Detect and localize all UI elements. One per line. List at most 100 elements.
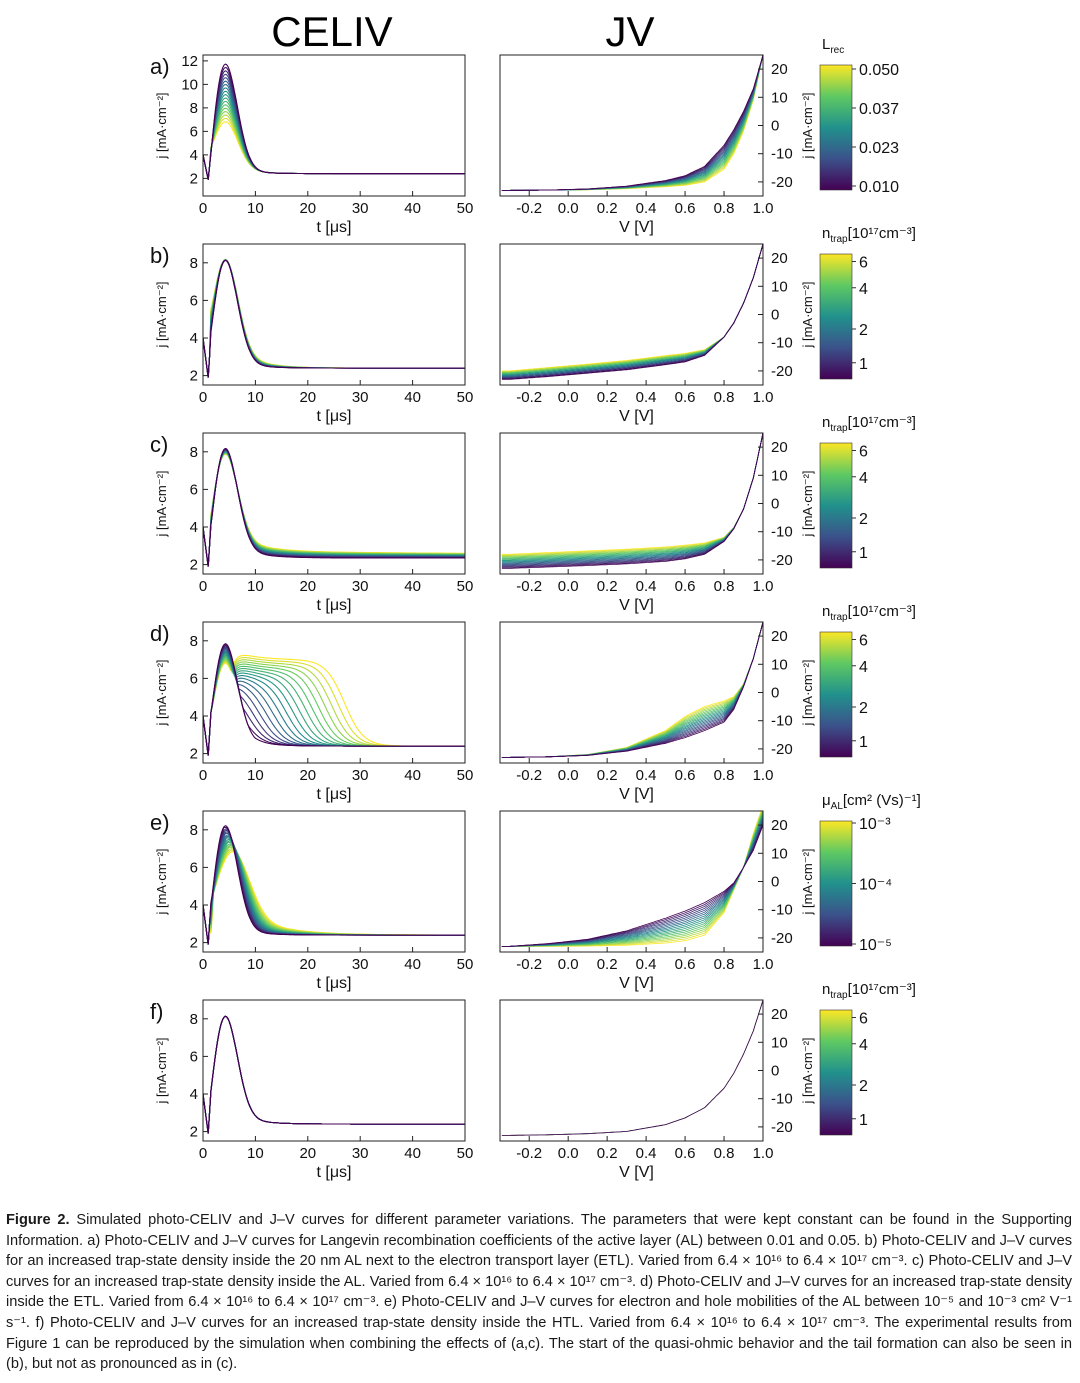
- jv-xtick-label: 0.4: [636, 200, 657, 217]
- jv-xtick-label: 0.4: [636, 578, 657, 595]
- colorbar-tick-label: 2: [859, 1078, 868, 1095]
- celiv-ytick-label: 6: [190, 859, 198, 876]
- jv-plot-f: -0.2 0.0 0.2 0.4 0.6 0.8 1.0 V [V] 20 10 0 -10 -20 j …: [499, 999, 815, 1181]
- colorbar-gradient: [819, 1009, 853, 1136]
- jv-xtick-label: -0.2: [516, 389, 542, 406]
- jv-plot-frame: [499, 999, 764, 1142]
- jv-xtick-label: 0.6: [675, 200, 696, 217]
- celiv-xtick-label: 10: [247, 389, 264, 406]
- celiv-plot-frame: [202, 999, 466, 1142]
- jv-series-line: [501, 432, 764, 555]
- celiv-xtick-label: 40: [404, 956, 421, 973]
- celiv-xtick-label: 20: [299, 389, 316, 406]
- celiv-ytick-label: 6: [190, 481, 198, 498]
- jv-series-line: [501, 243, 764, 374]
- celiv-ytick-label: 8: [190, 100, 198, 117]
- jv-series-line: [501, 821, 764, 947]
- jv-series-line: [501, 432, 764, 557]
- colorbar-title: μAL[cm² (Vs)⁻¹]: [822, 792, 921, 812]
- celiv-xtick-label: 10: [247, 200, 264, 217]
- celiv-series-line: [202, 1015, 465, 1134]
- celiv-xtick-label: 0: [199, 578, 207, 595]
- jv-series-line: [501, 999, 764, 1136]
- celiv-xtick-label: 10: [247, 767, 264, 784]
- colorbar-f: ntrap[10¹⁷cm⁻³] 6 4 2 1: [819, 981, 916, 1136]
- jv-xtick-label: 0.4: [636, 1145, 657, 1162]
- jv-xtick-label: 0.6: [675, 956, 696, 973]
- colorbar-gradient: [819, 64, 853, 191]
- celiv-xaxis-label: t [μs]: [317, 597, 352, 614]
- celiv-xtick-label: 30: [352, 200, 369, 217]
- celiv-series-line: [202, 1015, 465, 1134]
- jv-series-line: [501, 54, 764, 191]
- jv-series-line: [501, 243, 764, 378]
- celiv-series-line: [202, 845, 465, 945]
- jv-xtick-label: 0.2: [597, 1145, 618, 1162]
- colorbar-tick-label: 0.023: [859, 140, 899, 157]
- jv-series-line: [501, 621, 764, 758]
- jv-xtick-label: 0.8: [714, 389, 735, 406]
- colorbar-tick-label: 1: [859, 1112, 868, 1129]
- celiv-ytick-label: 4: [190, 1086, 198, 1103]
- celiv-xtick-label: 50: [457, 200, 474, 217]
- jv-xaxis-label: V [V]: [619, 786, 654, 803]
- jv-xtick-label: 0.8: [714, 578, 735, 595]
- celiv-xtick-label: 0: [199, 1145, 207, 1162]
- celiv-ytick-label: 2: [190, 935, 198, 952]
- celiv-series-line: [202, 1015, 465, 1134]
- colorbar-tick-label: 1: [859, 545, 868, 562]
- jv-series-line: [501, 54, 764, 191]
- jv-series-line: [501, 243, 764, 373]
- jv-xtick-label: -0.2: [516, 578, 542, 595]
- jv-series-line: [501, 621, 764, 758]
- celiv-xtick-label: 20: [299, 1145, 316, 1162]
- jv-ytick-label: 20: [771, 250, 788, 267]
- jv-xtick-label: 1.0: [753, 578, 774, 595]
- jv-yaxis-label: j [mA·cm⁻²]: [800, 659, 815, 726]
- jv-xtick-label: -0.2: [516, 956, 542, 973]
- celiv-plot-frame: [202, 621, 466, 764]
- colorbar-tick-label: 4: [859, 1037, 868, 1054]
- celiv-series-line: [202, 259, 465, 378]
- celiv-plot-frame: [202, 54, 466, 197]
- jv-series-line: [501, 810, 764, 947]
- jv-series-line: [501, 243, 764, 377]
- jv-series-line: [501, 820, 764, 947]
- jv-series-line: [501, 54, 764, 191]
- jv-xtick-label: 0.8: [714, 956, 735, 973]
- colorbar-title: Lrec: [822, 36, 844, 56]
- celiv-ytick-label: 2: [190, 368, 198, 385]
- jv-series-line: [501, 54, 764, 191]
- celiv-xtick-label: 40: [404, 200, 421, 217]
- celiv-plot-frame: [202, 432, 466, 575]
- jv-series-line: [501, 432, 764, 563]
- jv-ytick-label: 0: [771, 118, 779, 135]
- celiv-plot-a: 0 10 20 30 40 50 t [μs] 2 4 6 8 10 12 j [mA·cm⁻²] a): [150, 53, 473, 236]
- panel-label: b): [150, 243, 170, 268]
- celiv-series-line: [202, 828, 465, 945]
- celiv-ytick-label: 4: [190, 519, 198, 536]
- celiv-yaxis-label: j [mA·cm⁻²]: [154, 1037, 169, 1104]
- jv-ytick-label: 20: [771, 439, 788, 456]
- colorbar-b: ntrap[10¹⁷cm⁻³] 6 4 2 1: [819, 225, 916, 380]
- jv-ytick-label: 10: [771, 1034, 788, 1051]
- panel-label: d): [150, 621, 170, 646]
- celiv-ytick-label: 4: [190, 330, 198, 347]
- jv-series-line: [501, 621, 764, 758]
- jv-series-line: [501, 432, 764, 565]
- colorbar-tick-label: 2: [859, 322, 868, 339]
- colorbar-tick-label: 4: [859, 659, 868, 676]
- colorbar-tick-label: 0.010: [859, 179, 899, 196]
- jv-series-line: [501, 243, 764, 379]
- celiv-ytick-label: 6: [190, 123, 198, 140]
- celiv-ytick-label: 4: [190, 897, 198, 914]
- jv-xtick-label: 0.2: [597, 200, 618, 217]
- colorbar-tick-label: 10⁻⁵: [859, 937, 892, 954]
- jv-series-line: [501, 432, 764, 564]
- celiv-xtick-label: 10: [247, 956, 264, 973]
- jv-series-line: [501, 621, 764, 758]
- jv-series-line: [501, 621, 764, 758]
- celiv-xtick-label: 10: [247, 578, 264, 595]
- jv-series-line: [501, 243, 764, 375]
